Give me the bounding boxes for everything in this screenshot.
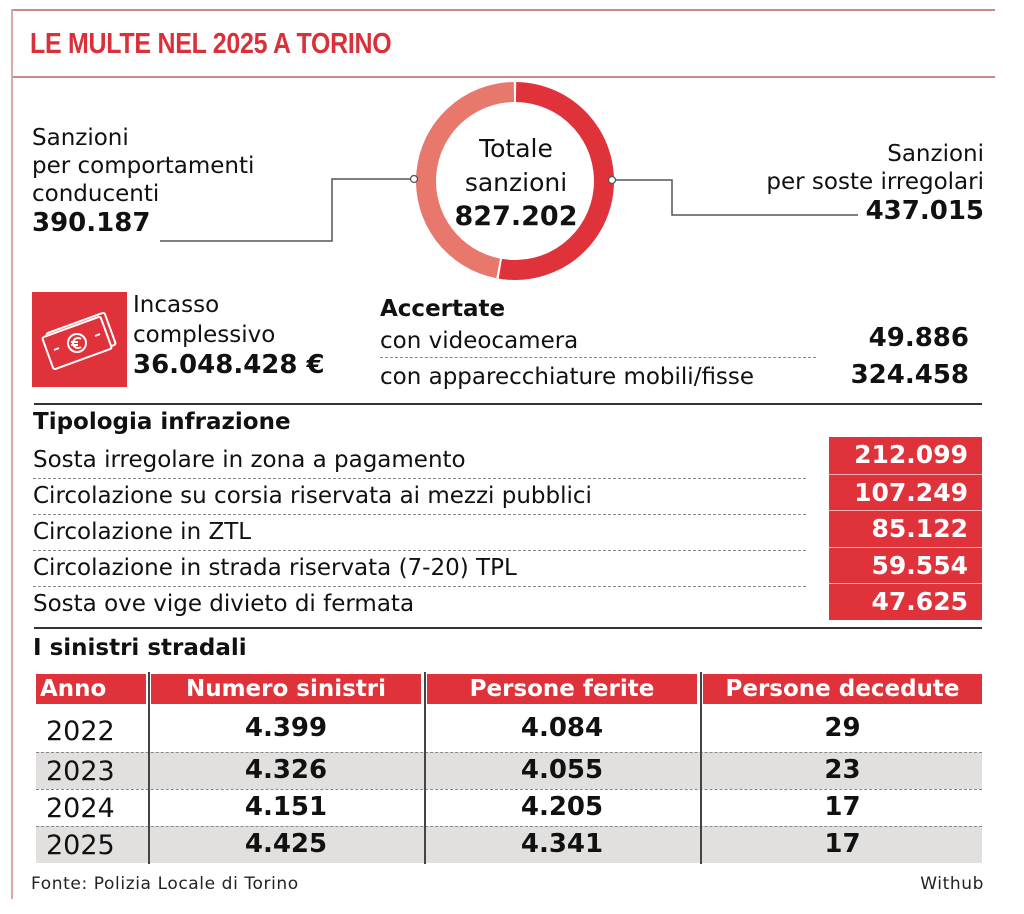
cell-numero-sinistri: 4.326 [244,755,328,785]
left-connector-dot [409,174,419,184]
cell-persone-decedute: 23 [824,755,861,785]
table-row: 2022 4.399 4.084 29 [36,706,982,752]
cell-persone-decedute: 17 [824,829,861,859]
column-separator [424,672,426,864]
tipologia-heading: Tipologia infrazione [33,409,291,435]
donut-slice-comportamenti [415,82,515,279]
incasso-line2: complessivo [133,322,276,348]
column-header-numero-sinistri: Numero sinistri [151,674,421,704]
row-divider [36,752,982,753]
cell-anno: 2022 [46,716,115,747]
table-row: 2024 4.151 4.205 17 [36,789,982,826]
cell-anno: 2025 [46,830,115,861]
incasso-value: 36.048.428 € [133,350,325,380]
row-divider [36,826,982,827]
tipologia-label: Circolazione su corsia riservata ai mezz… [33,483,592,509]
cell-numero-sinistri: 4.425 [244,829,328,859]
cell-persone-ferite: 4.341 [520,829,604,859]
accertate-label-videocamera: con videocamera [380,328,579,354]
cell-anno: 2023 [46,756,115,787]
cell-persone-ferite: 4.084 [520,713,604,743]
donut-center-line1: Totale [479,134,553,163]
accertate-value-videocamera: 49.886 [868,323,969,353]
donut-chart [415,82,614,280]
left-callout-value: 390.187 [32,208,151,238]
callout-connectors [160,174,858,242]
left-callout-line2: per comportamenti [32,153,255,179]
table-row: 2025 4.425 4.341 17 [36,826,982,863]
cell-numero-sinistri: 4.151 [244,792,328,822]
right-connector-line [616,179,858,216]
column-separator [700,672,702,864]
column-header-persone-ferite: Persone ferite [427,674,697,704]
row-divider [36,789,982,790]
money-euro-icon [32,292,127,387]
column-header-persone-decedute: Persone decedute [703,674,982,704]
incasso-line1: Incasso [133,292,220,318]
donut-center: Totale sanzioni 827.202 [440,132,592,234]
left-callout: Sanzioni per comportamenti conducenti 39… [32,124,254,238]
frame-left-rule [11,9,13,899]
donut-center-line2: sanzioni [464,168,568,197]
incasso-block: Incasso complessivo 36.048.428 € [133,291,325,381]
cell-persone-ferite: 4.055 [520,755,604,785]
cell-persone-decedute: 29 [824,713,861,743]
donut-center-value: 827.202 [454,201,578,232]
cell-numero-sinistri: 4.399 [244,713,328,743]
tipologia-value: 85.122 [829,510,982,547]
cell-persone-decedute: 17 [824,792,861,822]
column-header-anno: Anno [36,674,146,704]
accertate-label-apparecchiature: con apparecchiature mobili/fisse [380,364,755,390]
tipologia-divider [33,478,806,479]
accertate-heading: Accertate [380,296,506,322]
frame-top-rule [12,9,995,11]
tipologia-value: 47.625 [829,583,982,620]
right-callout: Sanzioni per soste irregolari 437.015 [766,140,984,226]
donut-slice-soste [498,82,614,280]
tipologia-label: Sosta irregolare in zona a pagamento [33,447,466,473]
column-separator [148,672,150,864]
right-callout-value: 437.015 [865,196,984,226]
cell-anno: 2024 [46,793,115,824]
right-connector-dot [607,175,617,185]
page-title: LE MULTE NEL 2025 A TORINO [30,28,392,60]
table-row: 2023 4.326 4.055 23 [36,752,982,789]
left-connector-line [160,178,410,242]
title-underline [12,76,995,78]
tipologia-values-box: 212.099 107.249 85.122 59.554 47.625 [829,437,982,620]
section-divider-2 [34,627,982,629]
tipologia-label: Circolazione in ZTL [33,519,252,545]
tipologia-value: 59.554 [829,546,982,584]
tipologia-value: 107.249 [829,473,982,511]
banknote-icon [41,311,117,371]
tipologia-label: Sosta ove vige divieto di fermata [33,591,415,617]
tipologia-value: 212.099 [854,440,968,469]
tipologia-divider [33,550,806,551]
accertate-divider [380,357,816,358]
right-callout-line2: per soste irregolari [766,169,984,195]
section-divider-1 [34,403,982,405]
right-callout-line1: Sanzioni [887,141,984,167]
source-note: Fonte: Polizia Locale di Torino [31,874,299,894]
tipologia-divider [33,514,806,515]
cell-persone-ferite: 4.205 [520,792,604,822]
tipologia-divider [33,586,806,587]
left-callout-line3: conducenti [32,181,160,207]
credit-note: Withub [920,874,984,894]
accertate-value-apparecchiature: 324.458 [850,360,969,390]
sinistri-heading: I sinistri stradali [33,635,247,661]
tipologia-label: Circolazione in strada riservata (7-20) … [33,555,517,581]
left-callout-line1: Sanzioni [32,125,129,151]
